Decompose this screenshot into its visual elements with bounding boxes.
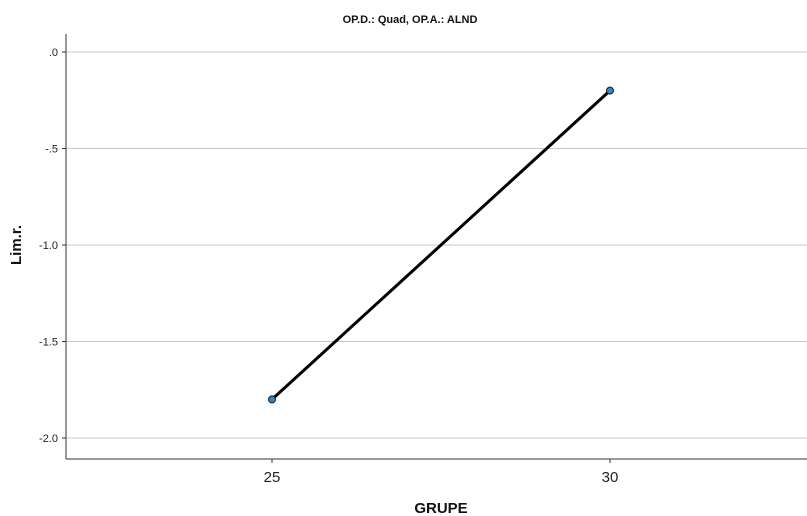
data-point: [606, 86, 614, 95]
y-tick-label: -1.5: [39, 337, 58, 349]
y-tick-label: -1.0: [39, 240, 58, 252]
x-tick-label: 25: [264, 469, 281, 486]
gridlines: [66, 51, 807, 439]
y-tick-label: .0: [49, 47, 58, 59]
y-tick-labels: .0 -.5 -1.0 -1.5 -2.0: [39, 47, 66, 445]
y-tick-label: -.5: [45, 144, 58, 156]
series-layer: [268, 86, 614, 404]
x-tick-label: 30: [602, 469, 619, 486]
y-axis-label: Lim.r.: [8, 225, 25, 265]
y-tick-label: -2.0: [39, 433, 58, 445]
series-line: [270, 89, 612, 401]
chart-title: OP.D.: Quad, OP.A.: ALND: [343, 14, 478, 26]
x-tick-labels: 25 30: [264, 459, 619, 486]
axes: [65, 34, 807, 460]
data-point: [268, 395, 276, 404]
x-axis-label: GRUPE: [414, 500, 467, 516]
